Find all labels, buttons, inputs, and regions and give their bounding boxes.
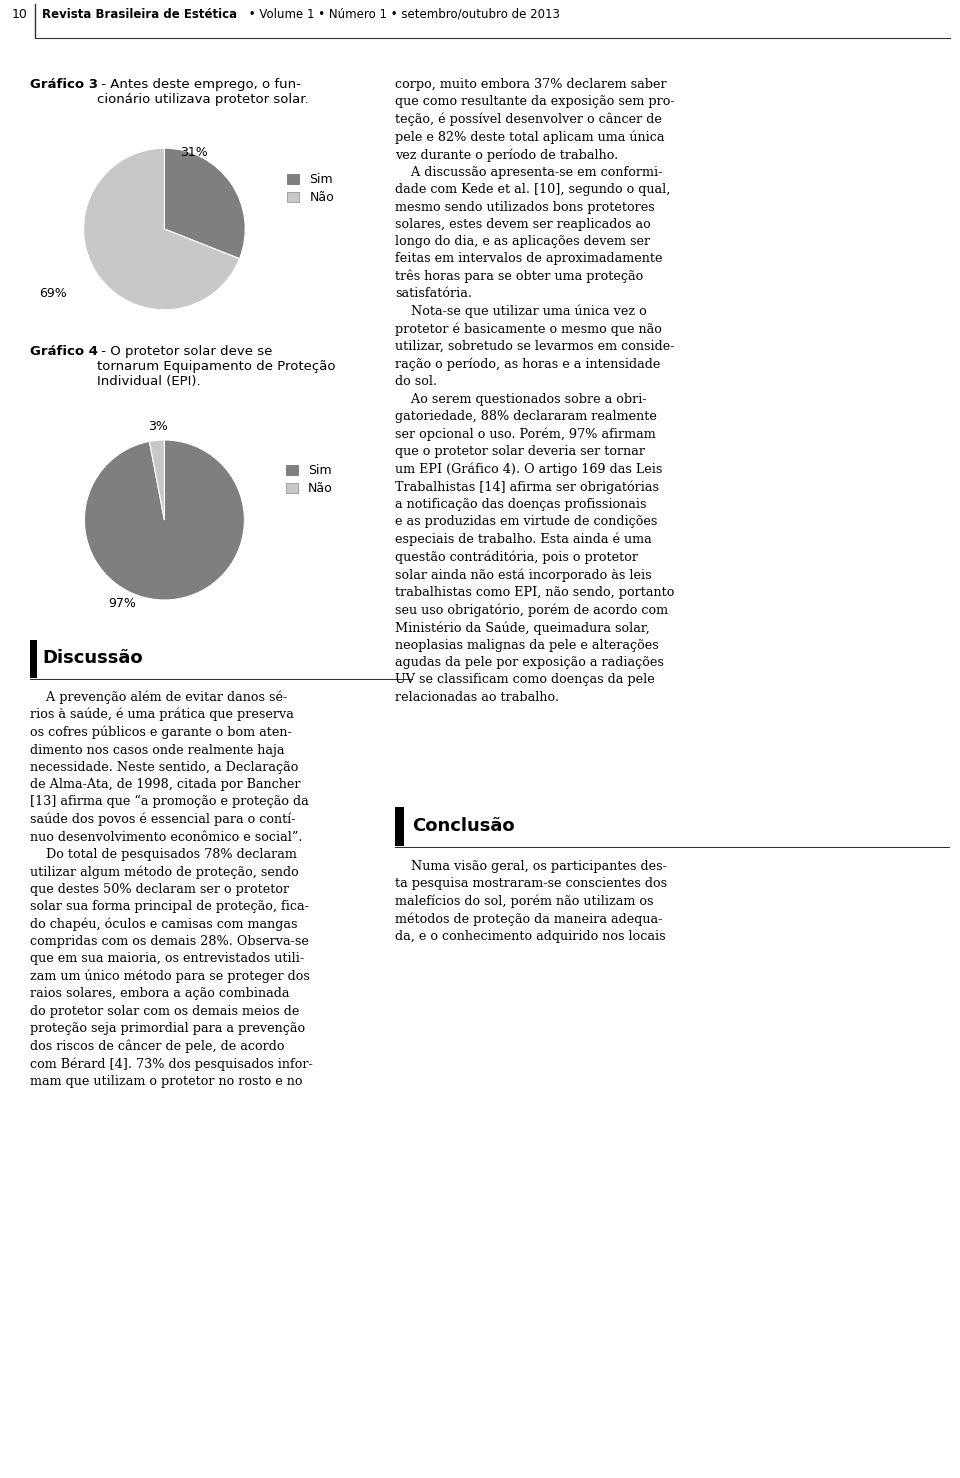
Text: Discussão: Discussão (42, 649, 143, 667)
Text: Gráfico 4: Gráfico 4 (30, 344, 98, 358)
Text: 31%: 31% (180, 146, 208, 158)
Text: Revista Brasileira de Estética: Revista Brasileira de Estética (42, 7, 237, 21)
Text: 10: 10 (12, 7, 28, 21)
Wedge shape (84, 440, 245, 600)
Wedge shape (164, 148, 245, 259)
Wedge shape (84, 148, 240, 310)
Bar (395, 807, 404, 845)
Legend: Sim, Não: Sim, Não (280, 460, 338, 501)
Text: - O protetor solar deve se
tornarum Equipamento de Proteção
Individual (EPI).: - O protetor solar deve se tornarum Equi… (97, 344, 336, 389)
Legend: Sim, Não: Sim, Não (281, 168, 339, 208)
Text: A prevenção além de evitar danos sé-
rios à saúde, é uma prática que preserva
os: A prevenção além de evitar danos sé- rio… (30, 690, 313, 1088)
Text: Gráfico 3: Gráfico 3 (30, 78, 98, 92)
Text: Numa visão geral, os participantes des-
ta pesquisa mostraram-se conscientes dos: Numa visão geral, os participantes des- … (395, 860, 667, 943)
Text: • Volume 1 • Número 1 • setembro/outubro de 2013: • Volume 1 • Número 1 • setembro/outubro… (245, 7, 560, 21)
Text: corpo, muito embora 37% declarem saber
que como resultante da exposição sem pro-: corpo, muito embora 37% declarem saber q… (395, 78, 675, 704)
Text: 97%: 97% (108, 597, 136, 610)
Text: - Antes deste emprego, o fun-
cionário utilizava protetor solar.: - Antes deste emprego, o fun- cionário u… (97, 78, 309, 106)
Wedge shape (150, 440, 164, 520)
Text: Conclusão: Conclusão (412, 817, 515, 835)
Bar (30, 640, 36, 678)
Text: 69%: 69% (39, 287, 67, 300)
Text: 3%: 3% (149, 420, 168, 433)
